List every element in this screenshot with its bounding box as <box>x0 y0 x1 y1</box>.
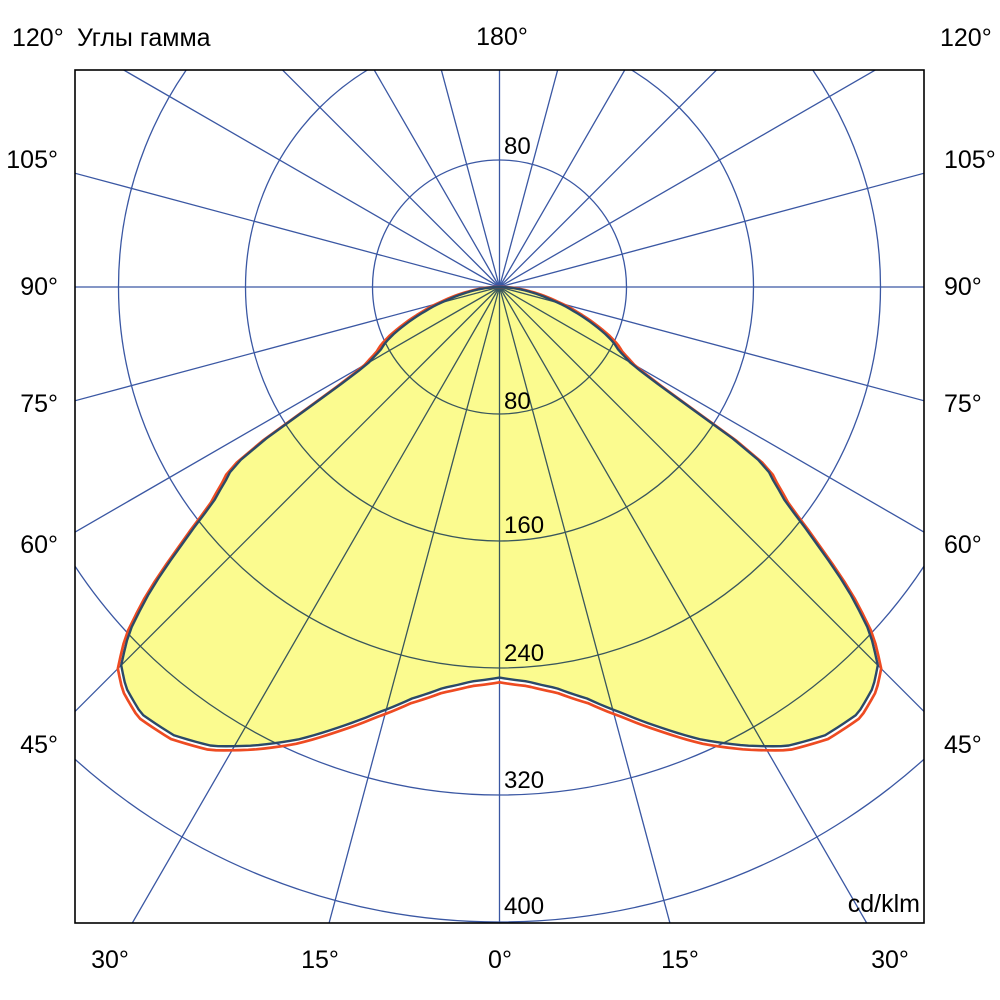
angle-label-90-right: 90° <box>944 273 982 301</box>
angle-label-90-left: 90° <box>20 273 58 301</box>
angle-label-15-bottom-right: 15° <box>661 946 699 974</box>
radial-unit-label: cd/klm <box>847 890 920 918</box>
angle-label-60-left: 60° <box>20 531 58 559</box>
radial-tick-400: 400 <box>504 893 545 920</box>
angle-label-60-right: 60° <box>944 531 982 559</box>
angle-label-180-top: 180° <box>476 23 528 51</box>
radial-tick-320: 320 <box>504 767 545 794</box>
radial-tick-80: 80 <box>504 388 531 415</box>
radial-tick-240: 240 <box>504 640 545 667</box>
angle-label-75-left: 75° <box>20 390 58 418</box>
radial-tick-80-upper: 80 <box>504 133 531 160</box>
angle-label-105-right: 105° <box>944 146 996 174</box>
chart-title: Углы гамма <box>77 24 211 52</box>
angle-label-45-left: 45° <box>20 731 58 759</box>
angle-label-75-right: 75° <box>944 390 982 418</box>
angle-label-45-right: 45° <box>944 731 982 759</box>
angle-label-120-right: 120° <box>940 24 992 52</box>
radial-tick-160: 160 <box>504 512 545 539</box>
angle-label-0-bottom: 0° <box>488 946 512 974</box>
angle-label-30-bottom-right: 30° <box>871 946 909 974</box>
angle-label-105-left: 105° <box>6 146 58 174</box>
angle-label-15-bottom-left: 15° <box>301 946 339 974</box>
angle-label-30-bottom-left: 30° <box>91 946 129 974</box>
angle-label-120-left: 120° <box>12 24 64 52</box>
